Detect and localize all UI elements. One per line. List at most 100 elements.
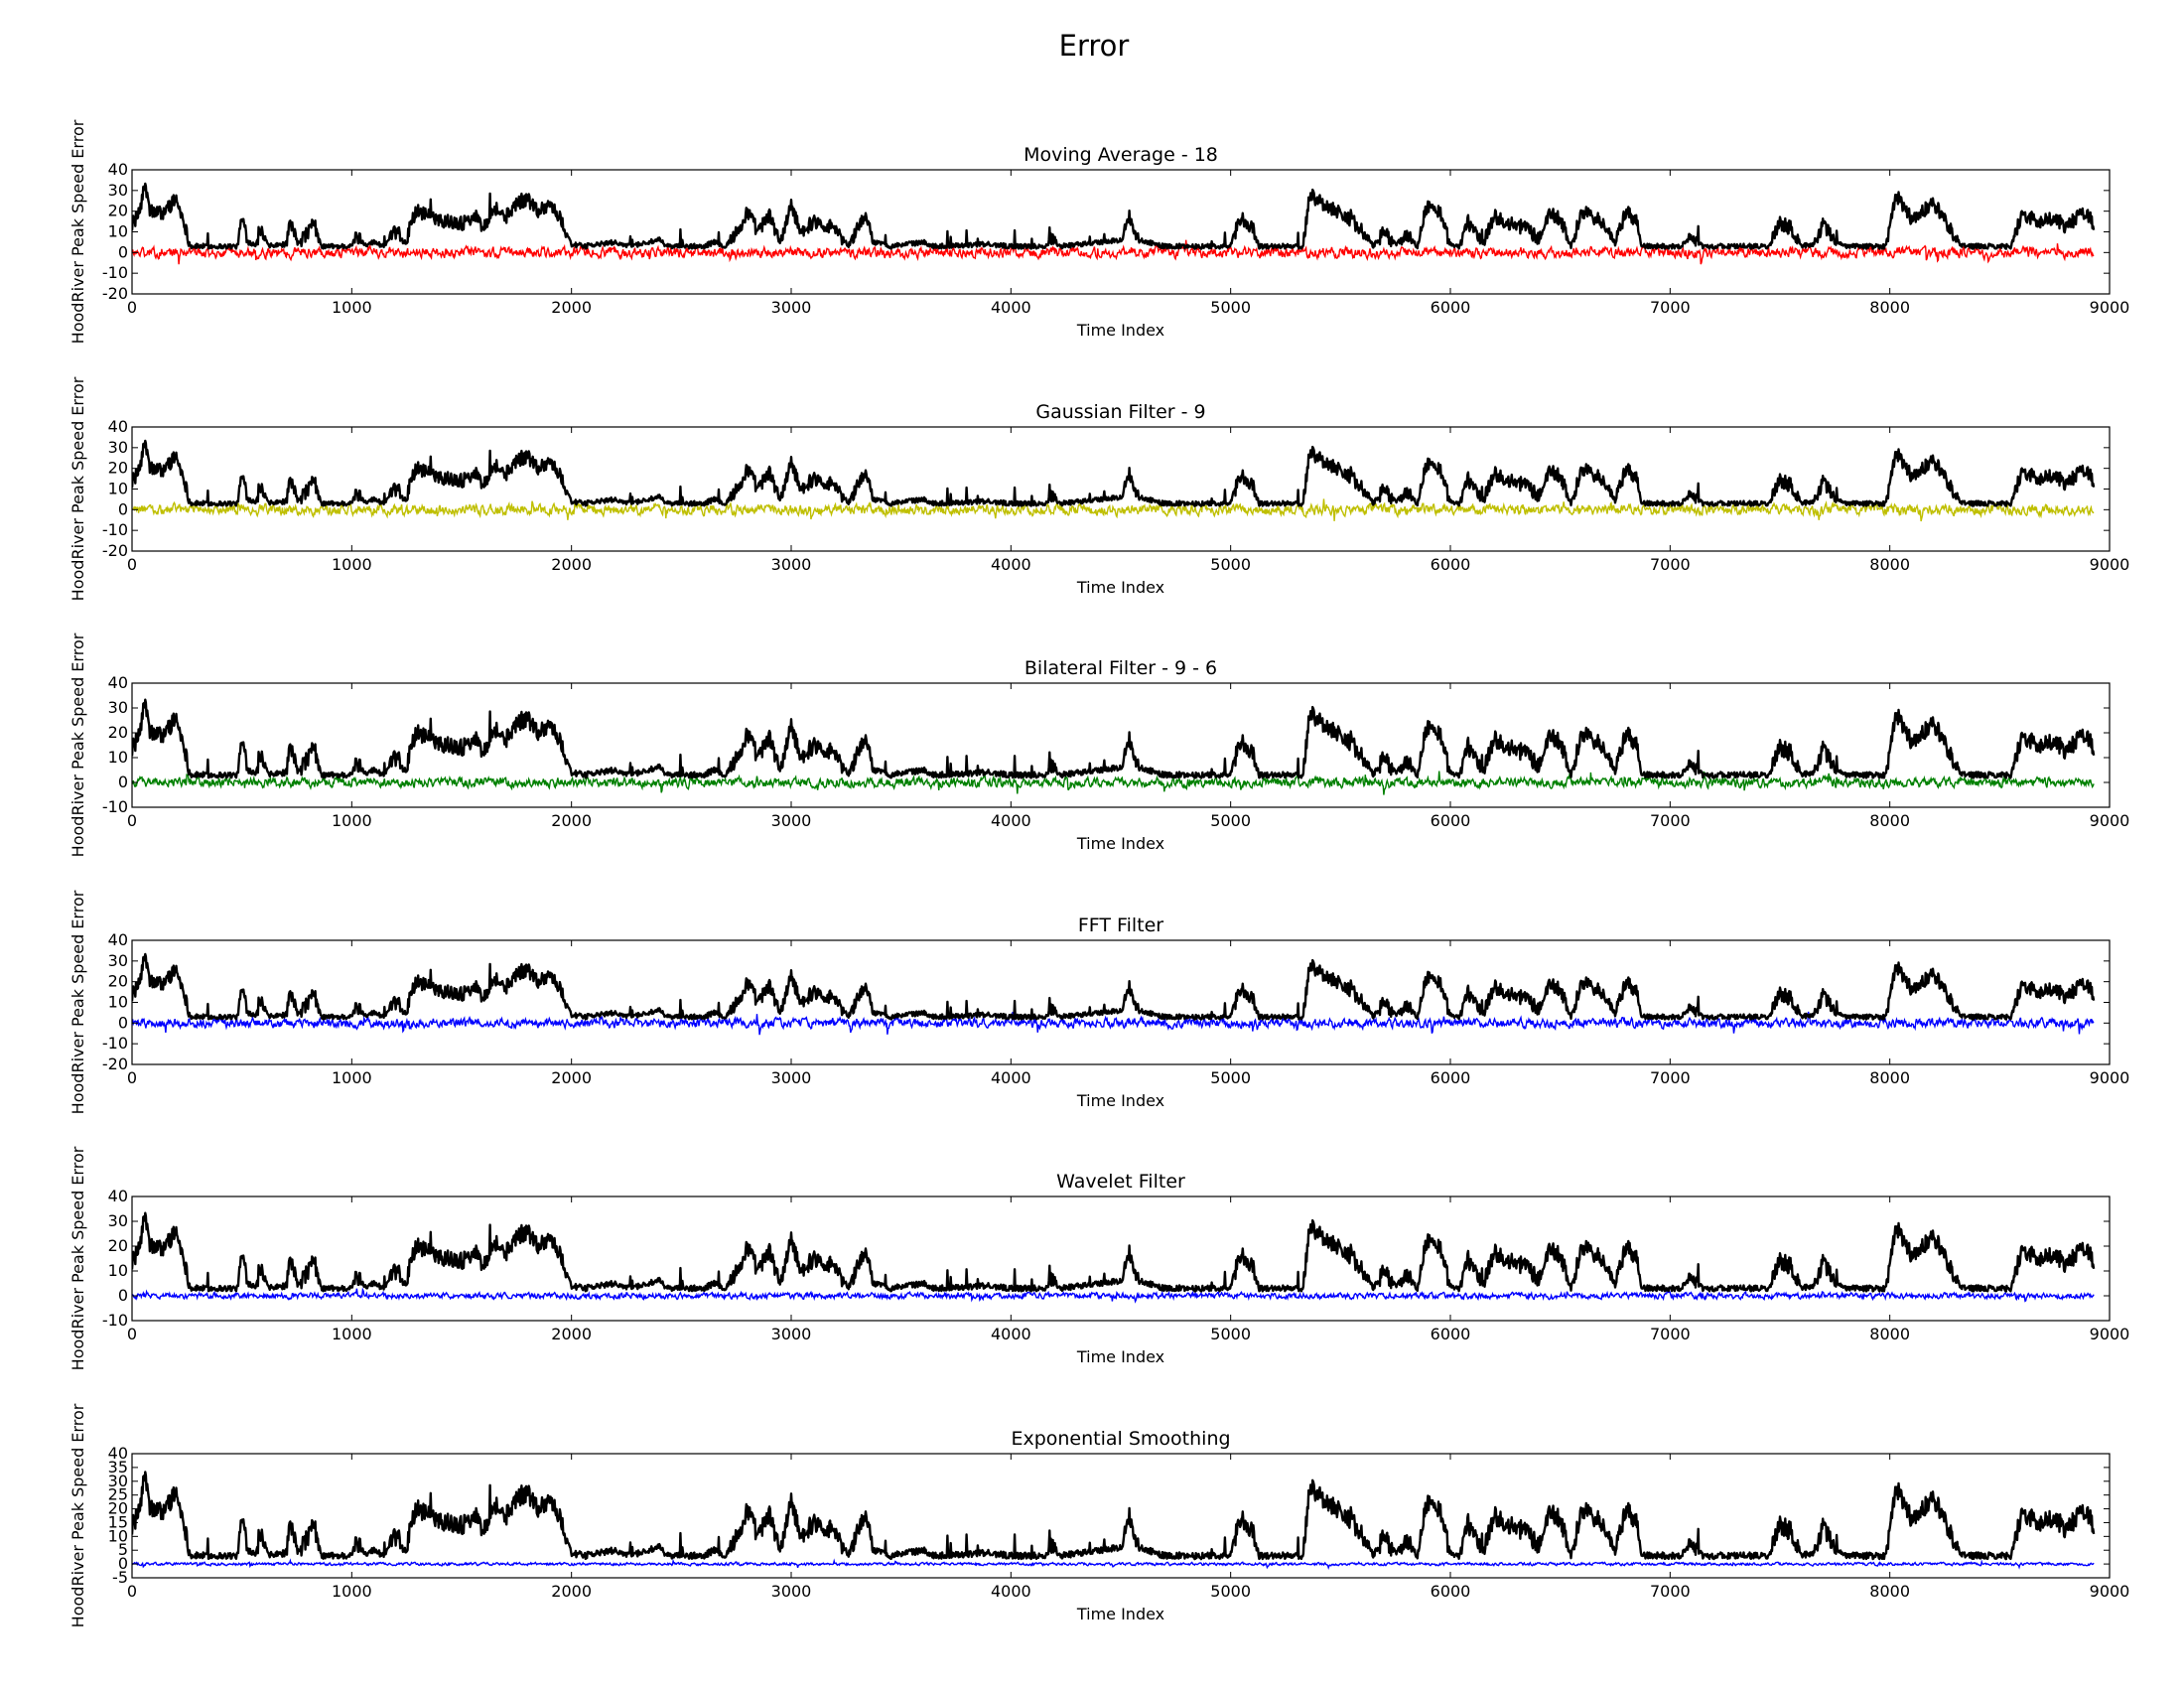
x-tick-label: 3000: [771, 811, 812, 830]
y-axis-label: HoodRiver Peak Speed Error: [68, 376, 87, 601]
x-tick-label: 4000: [991, 1582, 1031, 1601]
x-tick-label: 0: [127, 1325, 137, 1343]
y-tick-label: 40: [108, 673, 128, 692]
y-tick-label: 10: [108, 1261, 128, 1280]
y-tick-label: -10: [102, 797, 128, 816]
y-tick-label: 20: [108, 972, 128, 991]
y-tick-label: -10: [102, 1311, 128, 1330]
y-tick-label: 30: [108, 1472, 128, 1490]
x-axis-label: Time Index: [1076, 1605, 1164, 1623]
subplot-title: Moving Average - 18: [1024, 144, 1218, 166]
y-tick-label: 20: [108, 1236, 128, 1255]
x-tick-label: 2000: [551, 1325, 592, 1343]
y-tick-label: 40: [108, 930, 128, 949]
x-tick-label: 1000: [332, 1068, 372, 1087]
subplot-grid: 0 1000 2000 3000 4000 5000 6000 7000 8000 9000-20…: [68, 119, 2129, 1627]
x-tick-label: 6000: [1431, 298, 1471, 317]
x-tick-label: 7000: [1650, 1068, 1691, 1087]
signal-series-line: [132, 182, 2096, 250]
x-tick-label: 2000: [551, 298, 592, 317]
subplot-4: 0 1000 2000 3000 4000 5000 6000 7000 8000 9000 -20…: [68, 890, 2129, 1114]
subplot-title: Bilateral Filter - 9 - 6: [1024, 657, 1217, 679]
y-axis-label: HoodRiver Peak Speed Error: [68, 890, 87, 1114]
x-axis-label: Time Index: [1076, 834, 1164, 853]
y-tick-label: 20: [108, 202, 128, 220]
y-tick-label: 0: [118, 1554, 128, 1573]
x-tick-label: 1000: [332, 555, 372, 574]
x-tick-label: 8000: [1869, 811, 1910, 830]
x-tick-label: 8000: [1869, 1325, 1910, 1343]
x-tick-label: 3000: [771, 1068, 812, 1087]
x-tick-label: 4000: [991, 555, 1031, 574]
subplot-1: 0 1000 2000 3000 4000 5000 6000 7000 8000 9000 -20…: [68, 119, 2129, 344]
y-tick-label: 0: [118, 499, 128, 518]
x-tick-label: 0: [127, 1068, 137, 1087]
y-tick-label: 10: [108, 222, 128, 241]
subplot-6: 0 1000 2000 3000 4000 5000 6000 7000 8000 9000 -50…: [68, 1403, 2129, 1627]
x-tick-label: 9000: [2090, 555, 2130, 574]
subplot-5: 0 1000 2000 3000 4000 5000 6000 7000 8000 9000 -10…: [68, 1146, 2129, 1370]
y-tick-label: 10: [108, 993, 128, 1012]
y-tick-label: 0: [118, 242, 128, 261]
subplot-3: 0 1000 2000 3000 4000 5000 6000 7000 8000 9000 -10…: [68, 633, 2129, 857]
y-tick-label: 5: [118, 1540, 128, 1559]
y-tick-label: -20: [102, 284, 128, 303]
x-tick-label: 8000: [1869, 1068, 1910, 1087]
x-tick-label: 7000: [1650, 298, 1691, 317]
x-tick-label: 7000: [1650, 1325, 1691, 1343]
x-tick-label: 8000: [1869, 298, 1910, 317]
x-tick-label: 3000: [771, 298, 812, 317]
y-tick-label: -5: [112, 1568, 128, 1587]
error-series-line: [132, 771, 2095, 795]
x-tick-label: 9000: [2090, 811, 2130, 830]
error-series-line: [132, 498, 2095, 522]
x-tick-label: 6000: [1431, 555, 1471, 574]
subplot-title: Gaussian Filter - 9: [1035, 401, 1205, 423]
x-tick-label: 5000: [1210, 1582, 1251, 1601]
x-tick-label: 7000: [1650, 555, 1691, 574]
x-tick-label: 6000: [1431, 1325, 1471, 1343]
y-tick-label: 40: [108, 160, 128, 179]
x-tick-label: 2000: [551, 555, 592, 574]
subplot-title: FFT Filter: [1078, 914, 1163, 936]
y-tick-label: 30: [108, 181, 128, 200]
x-axis-label: Time Index: [1076, 1091, 1164, 1110]
series-group: [132, 182, 2096, 265]
x-tick-label: 1000: [332, 1325, 372, 1343]
axes-frame: [131, 1196, 2111, 1322]
x-tick-label: 9000: [2090, 1325, 2130, 1343]
y-tick-label: 20: [108, 723, 128, 742]
series-group: [132, 698, 2096, 795]
series-group: [132, 1471, 2096, 1571]
x-tick-label: 2000: [551, 1068, 592, 1087]
x-tick-label: 4000: [991, 298, 1031, 317]
x-tick-label: 4000: [991, 1325, 1031, 1343]
x-tick-label: 5000: [1210, 1325, 1251, 1343]
y-axis-label: HoodRiver Peak Speed Error: [68, 1146, 87, 1370]
y-tick-label: -10: [102, 520, 128, 539]
x-tick-label: 3000: [771, 1582, 812, 1601]
x-tick-label: 1000: [332, 1582, 372, 1601]
subplot-2: 0 1000 2000 3000 4000 5000 6000 7000 8000 9000 -20…: [68, 376, 2129, 601]
x-tick-label: 9000: [2090, 1068, 2130, 1087]
axes-frame: [131, 682, 2111, 808]
y-tick-label: 10: [108, 748, 128, 767]
x-tick-label: 6000: [1431, 811, 1471, 830]
y-tick-label: 0: [118, 773, 128, 791]
y-tick-label: 35: [108, 1458, 128, 1477]
x-tick-label: 5000: [1210, 1068, 1251, 1087]
x-tick-label: 3000: [771, 1325, 812, 1343]
signal-series-line: [132, 952, 2096, 1021]
x-tick-label: 5000: [1210, 298, 1251, 317]
error-series-line: [132, 1011, 2095, 1036]
figure-title: Error: [1059, 29, 1130, 63]
x-tick-label: 1000: [332, 298, 372, 317]
axes-frame: [131, 1453, 2111, 1579]
x-tick-label: 6000: [1431, 1582, 1471, 1601]
y-axis-label: HoodRiver Peak Speed Error: [68, 1403, 87, 1627]
x-tick-label: 5000: [1210, 811, 1251, 830]
error-series-line: [132, 239, 2095, 265]
series-group: [132, 439, 2096, 522]
